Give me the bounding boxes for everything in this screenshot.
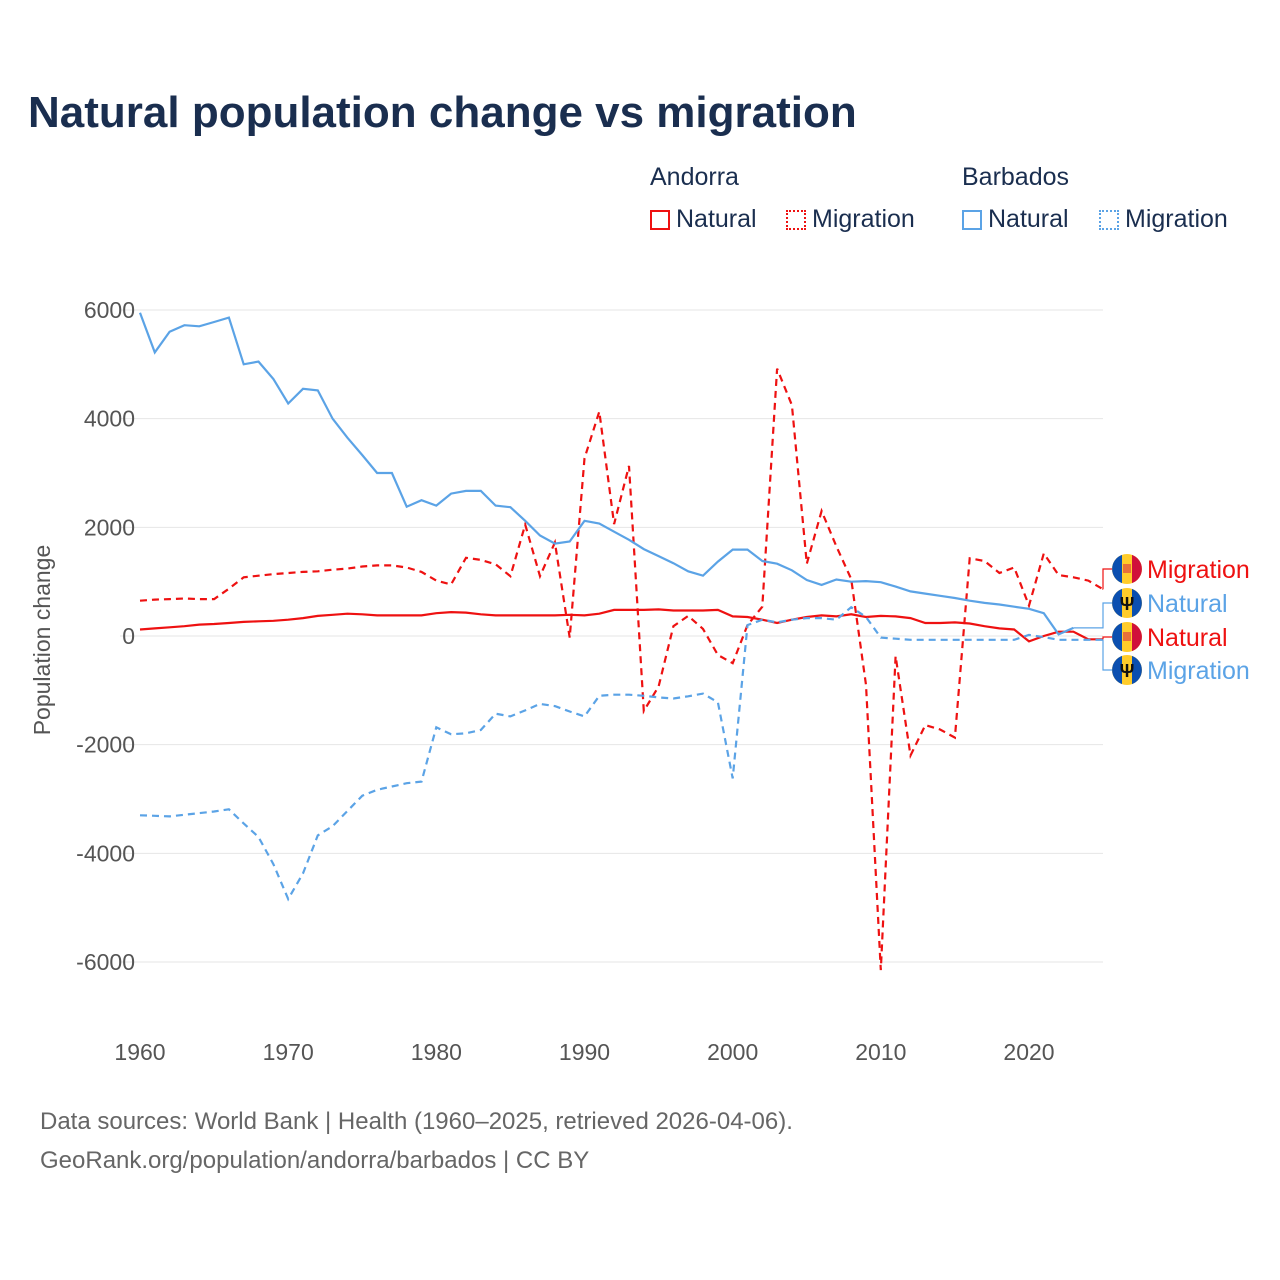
legend-swatch	[962, 209, 982, 230]
legend-label: Natural	[988, 205, 1069, 233]
label-leader-line	[1102, 568, 1112, 590]
y-tick-label: -4000	[76, 840, 135, 866]
x-tick-label: 1990	[559, 1039, 610, 1065]
legend-label: Natural	[676, 205, 757, 233]
series-end-label: Natural	[1147, 624, 1228, 652]
legend-swatch	[650, 209, 670, 230]
series-line-barbados-natural[interactable]	[138, 312, 1074, 636]
series-line-andorra-migration[interactable]	[139, 368, 1104, 971]
legend-barbados-migration[interactable]: Migration	[1099, 205, 1228, 234]
y-tick-label: 4000	[84, 406, 135, 432]
y-tick-label: 0	[122, 623, 135, 649]
y-tick-label: 6000	[84, 297, 135, 323]
barbados-flag-icon: Ψ	[1112, 655, 1142, 685]
legend-label: Migration	[812, 205, 915, 233]
footer-link[interactable]: GeoRank.org/population/andorra/barbados …	[40, 1147, 590, 1174]
series-line-andorra-natural[interactable]	[139, 608, 1104, 643]
x-tick-label: 2000	[707, 1039, 758, 1065]
chart-title: Natural population change vs migration	[28, 88, 857, 137]
legend-group-barbados: Barbados	[962, 163, 1070, 191]
y-tick-label: -2000	[76, 732, 135, 758]
x-tick-label: 1980	[411, 1039, 462, 1065]
legend-swatch	[1099, 209, 1119, 230]
andorra-flag-icon	[1112, 622, 1142, 652]
x-tick-label: 1970	[263, 1039, 314, 1065]
legend-andorra-migration[interactable]: Migration	[786, 205, 915, 234]
legend-label: Migration	[1125, 205, 1228, 233]
legend-swatch	[786, 209, 806, 230]
legend-barbados-natural[interactable]: Natural	[962, 205, 1069, 234]
label-leader-line	[1102, 636, 1112, 640]
label-leader-line	[1073, 602, 1112, 629]
legend-group-andorra: Andorra	[650, 163, 739, 191]
svg-text:Ψ: Ψ	[1120, 594, 1135, 614]
series-end-label: Migration	[1147, 657, 1250, 685]
y-axis-label: Population change	[29, 545, 55, 736]
series-end-label: Natural	[1147, 590, 1228, 618]
series-line-barbados-migration[interactable]	[139, 605, 1104, 902]
x-tick-label: 2020	[1003, 1039, 1054, 1065]
andorra-flag-icon	[1112, 554, 1142, 584]
footer-sources: Data sources: World Bank | Health (1960–…	[40, 1108, 793, 1135]
label-leader-line	[1102, 639, 1112, 671]
y-tick-label: -6000	[76, 949, 135, 975]
x-tick-label: 1960	[114, 1039, 165, 1065]
y-tick-label: 2000	[84, 514, 135, 540]
svg-text:Ψ: Ψ	[1120, 661, 1135, 681]
x-tick-label: 2010	[855, 1039, 906, 1065]
series-end-label: Migration	[1147, 556, 1250, 584]
barbados-flag-icon: Ψ	[1112, 588, 1142, 618]
legend-andorra-natural[interactable]: Natural	[650, 205, 757, 234]
